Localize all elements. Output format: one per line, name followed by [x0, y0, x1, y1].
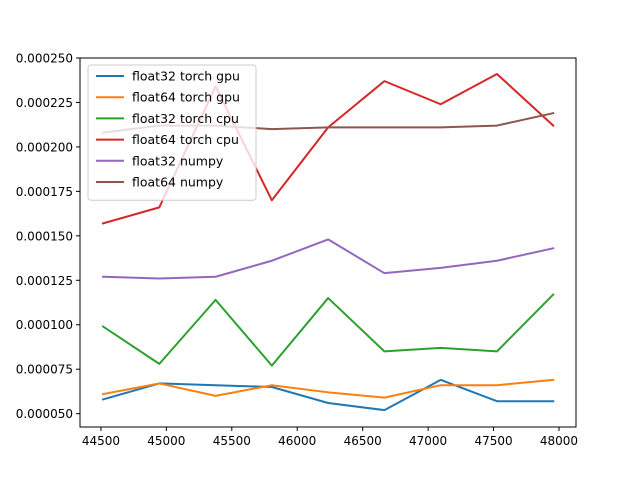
legend: float32 torch gpu float64 torch gpu float3… [87, 64, 257, 201]
series-line-1 [101, 378, 555, 399]
x-tick-label: 46000 [278, 434, 316, 448]
y-tick-label: 0.000225 [16, 96, 73, 110]
series-line-2 [101, 293, 555, 367]
y-tick-label: 0.000100 [16, 318, 73, 332]
x-tick-label: 45000 [147, 434, 185, 448]
y-tick-label: 0.000200 [16, 140, 73, 154]
legend-label-1: float64 torch gpu [132, 90, 240, 105]
x-tick-label: 44500 [82, 434, 120, 448]
legend-label-3: float64 torch cpu [132, 132, 239, 147]
x-tick-label: 47500 [474, 434, 512, 448]
x-tick-label: 48000 [540, 434, 578, 448]
legend-label-5: float64 numpy [132, 175, 224, 190]
axes-layer: 44500 45000 45500 46000 46500 47000 47500 48000… [16, 52, 578, 449]
y-tick-label: 0.000125 [16, 274, 73, 288]
y-tick-label: 0.000250 [16, 52, 73, 66]
x-tick-label: 47000 [409, 434, 447, 448]
series-line-4 [101, 238, 555, 280]
legend-frame [87, 64, 257, 201]
legend-label-4: float32 numpy [132, 153, 224, 168]
y-tick-label: 0.000175 [16, 185, 73, 199]
x-tick-label: 46500 [344, 434, 382, 448]
series-line-0 [101, 378, 555, 412]
y-tick-label: 0.000150 [16, 229, 73, 243]
axes-frame [79, 57, 577, 428]
legend-label-0: float32 torch gpu [132, 69, 240, 84]
x-tick-label: 45500 [213, 434, 251, 448]
y-tick-label: 0.000050 [16, 407, 73, 421]
y-tick-label: 0.000075 [16, 363, 73, 377]
legend-label-2: float32 torch cpu [132, 111, 239, 126]
